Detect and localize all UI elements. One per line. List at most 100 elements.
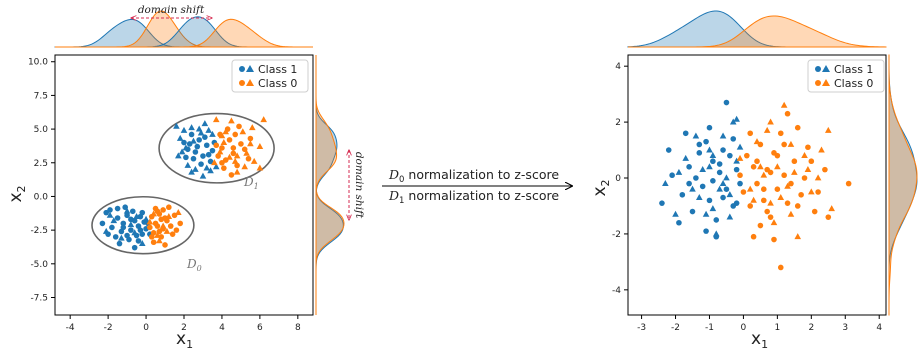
data-point xyxy=(114,215,121,221)
data-point xyxy=(192,165,199,172)
data-point xyxy=(814,174,822,181)
data-point xyxy=(780,101,788,108)
data-point xyxy=(777,264,784,271)
d1-domain-label: D1 xyxy=(243,175,259,191)
data-point xyxy=(770,219,778,226)
data-point xyxy=(241,163,249,170)
data-point xyxy=(760,171,768,178)
arrow-label-line1: D0 normalization to z-score xyxy=(388,167,559,185)
data-point xyxy=(750,233,757,240)
y-tick-label: -7.5 xyxy=(30,293,48,303)
data-point xyxy=(686,180,692,187)
data-point xyxy=(116,240,123,247)
data-point xyxy=(726,191,734,198)
data-point xyxy=(211,159,218,166)
x-tick-label: -3 xyxy=(637,323,646,333)
data-point xyxy=(710,178,716,184)
data-point xyxy=(212,163,220,170)
data-point xyxy=(662,180,669,187)
data-point xyxy=(233,152,241,159)
data-point xyxy=(218,132,226,139)
data-point xyxy=(118,234,125,241)
side-density-curve xyxy=(315,55,345,315)
side-density-curve xyxy=(315,55,338,315)
data-point xyxy=(703,228,709,234)
data-point xyxy=(750,164,757,170)
data-point xyxy=(260,116,267,123)
data-point xyxy=(815,189,821,195)
x-tick-label: 0 xyxy=(143,323,149,333)
data-point xyxy=(747,130,754,137)
data-point xyxy=(747,203,754,209)
data-point xyxy=(733,200,740,206)
data-point xyxy=(128,227,134,233)
data-point xyxy=(713,217,720,223)
data-point xyxy=(696,141,703,148)
data-point xyxy=(736,154,744,161)
data-point xyxy=(124,232,130,239)
svg-text:x1: x1 xyxy=(751,329,768,348)
data-point xyxy=(754,180,760,187)
data-point xyxy=(167,223,174,229)
data-point xyxy=(696,150,703,156)
data-point xyxy=(124,212,130,219)
y-tick-label: -2.5 xyxy=(30,226,48,236)
data-point xyxy=(150,239,157,246)
data-point xyxy=(156,237,163,244)
legend-class1-label: Class 1 xyxy=(834,63,873,76)
data-point xyxy=(147,224,153,231)
data-point xyxy=(158,216,165,223)
data-point xyxy=(226,153,233,160)
legend-class1-triangle-marker xyxy=(246,65,254,72)
data-point xyxy=(737,180,743,187)
data-point xyxy=(693,175,699,181)
right-right-marginal-density xyxy=(888,54,918,316)
data-point xyxy=(138,240,146,247)
data-point xyxy=(811,208,818,215)
data-point xyxy=(767,214,774,220)
data-point xyxy=(212,116,220,123)
data-point xyxy=(182,144,190,151)
data-point xyxy=(114,205,121,212)
data-point xyxy=(771,236,777,243)
data-point xyxy=(699,166,706,173)
data-point xyxy=(128,216,134,223)
data-point xyxy=(760,186,767,192)
data-point xyxy=(818,146,825,153)
data-point xyxy=(791,158,798,165)
y-tick-label: 0 xyxy=(615,174,621,184)
data-point xyxy=(808,188,815,195)
data-point xyxy=(764,208,770,215)
right-top-marginal-density xyxy=(627,10,887,48)
data-point xyxy=(703,138,709,145)
right-y-axis-label: x2 xyxy=(590,179,612,196)
data-point xyxy=(719,180,727,187)
side-density-curve xyxy=(315,55,344,315)
data-point xyxy=(198,161,204,167)
data-point xyxy=(194,143,201,150)
svg-text:x2: x2 xyxy=(6,185,28,202)
data-point xyxy=(723,186,730,192)
data-point xyxy=(774,163,781,170)
data-point xyxy=(777,193,785,200)
arrow-label-line2: D1 normalization to z-score xyxy=(388,188,559,206)
data-point xyxy=(127,221,135,228)
data-point xyxy=(767,118,774,125)
data-point xyxy=(112,234,119,240)
data-point xyxy=(205,151,212,158)
data-point xyxy=(805,144,811,151)
data-point xyxy=(247,140,254,147)
data-point xyxy=(221,165,227,171)
data-point xyxy=(825,214,832,220)
data-point xyxy=(737,172,743,179)
data-point xyxy=(733,115,740,122)
data-point xyxy=(679,191,686,198)
left-x-axis-label: x1 xyxy=(176,329,193,348)
data-point xyxy=(720,194,726,201)
data-point xyxy=(824,126,832,133)
data-point xyxy=(659,200,665,206)
data-point xyxy=(804,166,812,173)
data-point xyxy=(256,164,264,171)
data-point xyxy=(148,234,155,240)
